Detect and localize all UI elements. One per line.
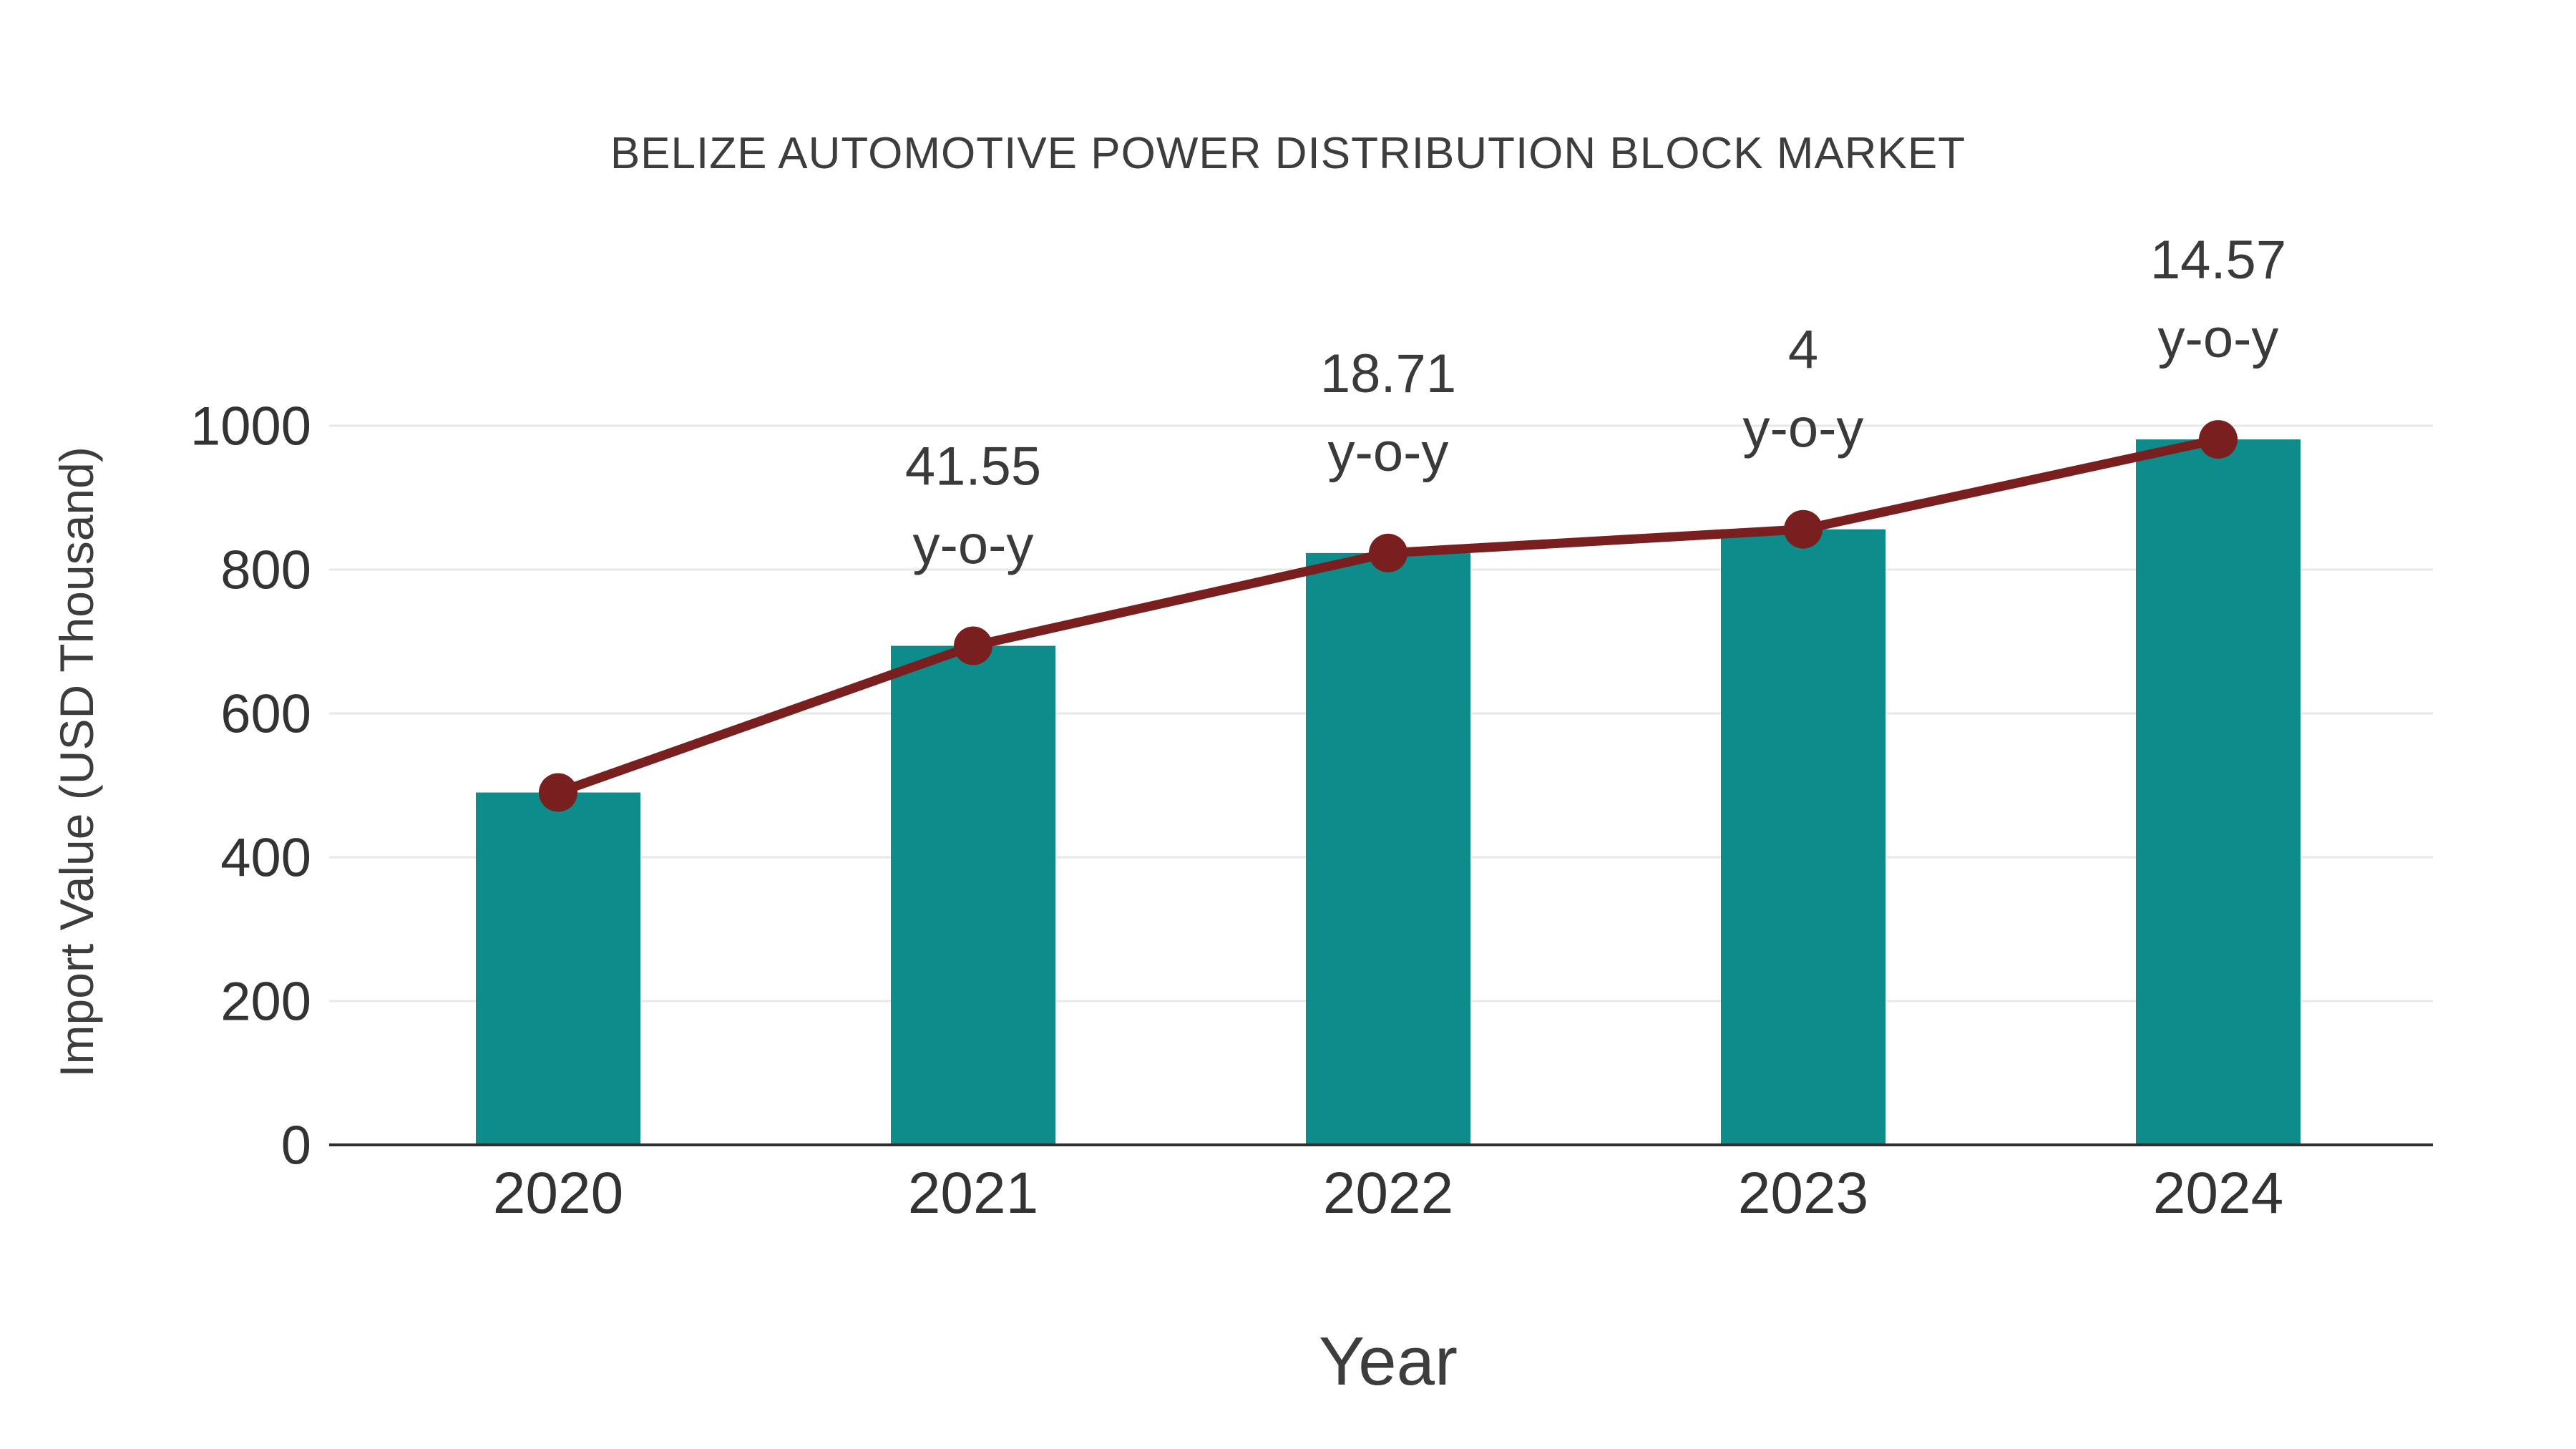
bar-2021 [891, 645, 1055, 1145]
x-tick-label: 2020 [493, 1161, 623, 1226]
yoy-annotation-value: 41.55 [905, 436, 1041, 497]
yoy-annotation-value: 18.71 [1320, 343, 1456, 404]
x-tick-label: 2022 [1323, 1161, 1453, 1226]
y-tick-label: 1000 [190, 396, 311, 457]
x-tick-label: 2024 [2153, 1161, 2283, 1226]
bar-2020 [476, 792, 640, 1145]
line-marker-2020 [539, 773, 577, 812]
tick-labels-layer: 0 200 400 600 800 1000 2020 2021 2022 2023 2024 [190, 396, 2283, 1226]
y-axis-label: Import Value (USD Thousand) [50, 447, 103, 1078]
x-tick-label: 2021 [908, 1161, 1038, 1226]
yoy-annotation-suffix: y-o-y [1743, 399, 1864, 459]
trend-line-layer [539, 420, 2238, 812]
annotations-layer: 41.55 y-o-y 18.71 y-o-y 4 y-o-y 14.57 y-o-y [905, 230, 2286, 575]
yoy-annotation-suffix: y-o-y [1328, 422, 1449, 483]
x-tick-label: 2023 [1738, 1161, 1868, 1226]
yoy-annotation-suffix: y-o-y [913, 515, 1034, 576]
y-tick-label: 400 [220, 828, 311, 889]
yoy-annotation-value: 14.57 [2150, 230, 2286, 291]
chart-title: BELIZE AUTOMOTIVE POWER DISTRIBUTION BLO… [610, 129, 1966, 178]
line-marker-2022 [1369, 533, 1407, 572]
bar-2023 [1721, 529, 1885, 1145]
line-marker-2024 [2199, 420, 2238, 459]
line-marker-2021 [954, 626, 992, 665]
bar-2022 [1306, 552, 1470, 1145]
y-tick-label: 200 [220, 972, 311, 1033]
line-marker-2023 [1784, 509, 1823, 549]
y-tick-label: 600 [220, 684, 311, 745]
yoy-annotation-suffix: y-o-y [2158, 308, 2279, 369]
yoy-annotation-value: 4 [1788, 320, 1818, 381]
bar-2024 [2136, 439, 2301, 1145]
bars-layer [476, 439, 2301, 1145]
y-tick-label: 800 [220, 540, 311, 601]
x-axis-label: Year [1319, 1323, 1458, 1400]
y-tick-label: 0 [281, 1116, 311, 1176]
